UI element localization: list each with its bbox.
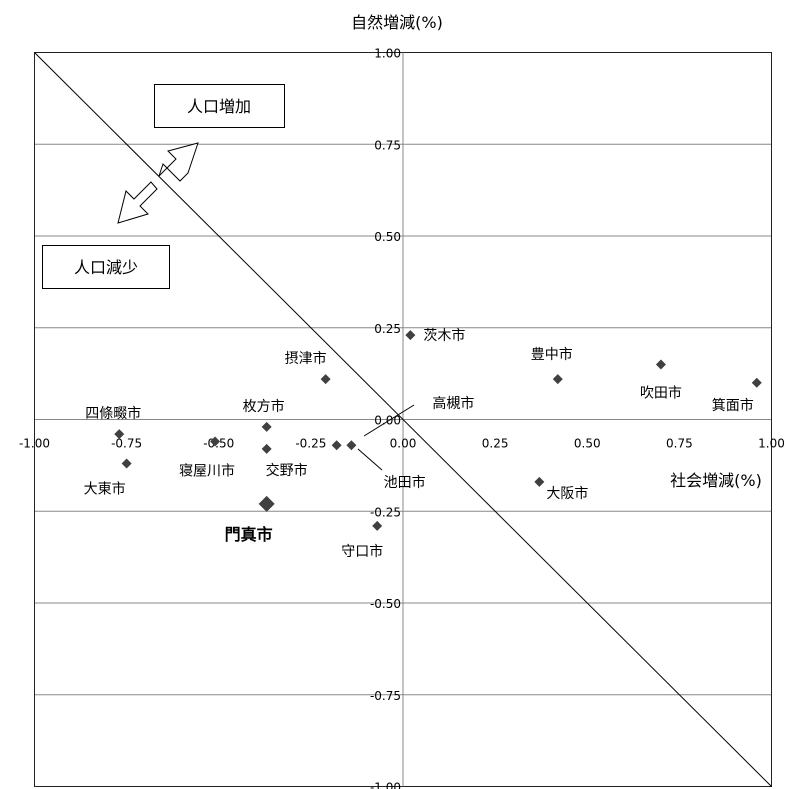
data-point — [534, 476, 545, 487]
x-tick-label: -0.25 — [295, 437, 326, 451]
x-axis-title: 社会増減(%) — [670, 471, 762, 490]
data-point — [261, 443, 272, 454]
decrease-arrow-icon — [117, 181, 158, 224]
y-tick-label: 0.25 — [374, 322, 401, 336]
data-point-label: 大阪市 — [546, 485, 588, 502]
y-tick-label: 0.50 — [374, 230, 401, 244]
leader-line-ikeda — [357, 448, 383, 471]
data-point — [121, 458, 132, 469]
data-point-label: 豊中市 — [531, 346, 573, 363]
y-tick-label: -1.00 — [370, 781, 401, 789]
data-point — [346, 440, 357, 451]
decrease-label: 人口減少 — [74, 258, 138, 277]
x-tick-label: 0.75 — [666, 437, 693, 451]
y-tick-label: -0.75 — [370, 689, 401, 703]
data-points — [114, 330, 762, 531]
x-tick-label: -0.50 — [203, 437, 234, 451]
increase-annotation: 人口増加 — [154, 84, 285, 128]
reference-line-diagonal — [34, 52, 772, 787]
data-point-label: 守口市 — [341, 543, 383, 560]
data-point — [258, 495, 275, 512]
data-point-label: 四條畷市 — [85, 405, 141, 422]
data-point-label: 箕面市 — [712, 397, 754, 414]
x-tick-label: 0.25 — [482, 437, 509, 451]
data-point — [114, 429, 125, 440]
y-tick-labels: 1.000.750.500.250.00-0.25-0.50-0.75-1.00 — [370, 47, 401, 789]
y-tick-label: 0.75 — [374, 138, 401, 152]
decrease-annotation: 人口減少 — [42, 245, 170, 289]
increase-arrow-icon — [158, 142, 199, 182]
y-tick-label: -0.25 — [370, 505, 401, 519]
data-point — [372, 520, 383, 531]
data-point-label: 交野市 — [266, 462, 308, 479]
data-point-label: 高槻市 — [432, 395, 474, 412]
x-tick-label: 0.00 — [390, 437, 417, 451]
data-point — [210, 436, 221, 447]
data-point — [751, 377, 762, 388]
x-tick-label: -0.75 — [111, 437, 142, 451]
data-point-label: 摂津市 — [285, 350, 327, 367]
x-tick-labels: -1.00 -0.75 -0.50 -0.25 0.00 0.25 0.50 0.75 1.00 — [19, 437, 785, 451]
increase-label: 人口増加 — [187, 97, 251, 116]
data-point — [261, 421, 272, 432]
data-point-label: 枚方市 — [243, 398, 285, 415]
data-point-label: 池田市 — [384, 474, 426, 491]
x-tick-label: 0.50 — [574, 437, 601, 451]
data-point — [320, 374, 331, 385]
data-point-label: 吹田市 — [640, 384, 682, 401]
data-point — [655, 359, 666, 370]
data-point-label: 寝屋川市 — [179, 463, 235, 480]
data-point — [552, 374, 563, 385]
x-tick-label: -1.00 — [19, 437, 50, 451]
data-point-label: 茨木市 — [423, 327, 465, 344]
leader-line-takatsuki — [363, 404, 415, 437]
data-point — [405, 330, 416, 341]
y-tick-label: 1.00 — [374, 47, 401, 61]
data-point-label: 門真市 — [225, 525, 273, 544]
x-tick-label: 1.00 — [758, 437, 785, 451]
y-tick-label: -0.50 — [370, 597, 401, 611]
y-axis-title: 自然増減(%) — [351, 13, 443, 32]
data-point-label: 大東市 — [84, 481, 126, 498]
data-point — [331, 440, 342, 451]
